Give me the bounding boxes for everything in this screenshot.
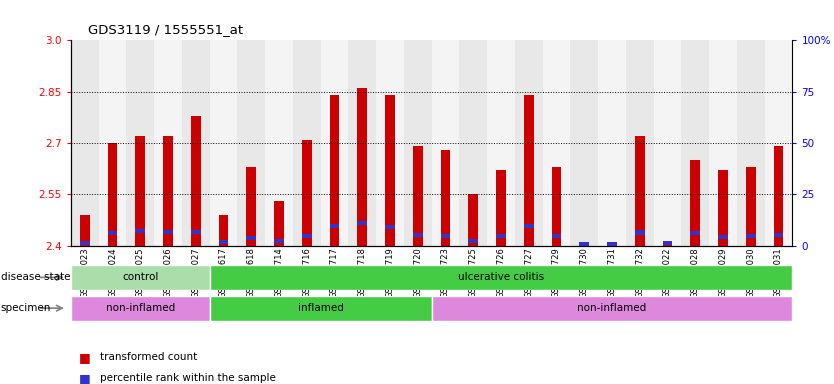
Text: inflamed: inflamed: [298, 303, 344, 313]
Bar: [191, 230, 201, 234]
Bar: [691, 232, 700, 235]
Bar: [376, 40, 404, 246]
Bar: [662, 241, 672, 245]
Bar: [163, 136, 173, 246]
Bar: [440, 233, 450, 238]
Bar: [219, 215, 229, 246]
Bar: [320, 40, 349, 246]
Bar: [736, 40, 765, 246]
Bar: [635, 136, 645, 246]
Bar: [496, 233, 505, 238]
Bar: [746, 167, 756, 246]
Bar: [182, 40, 209, 246]
Bar: [413, 233, 423, 237]
Bar: [80, 215, 89, 246]
Bar: [654, 40, 681, 246]
Bar: [135, 228, 145, 233]
Bar: [274, 239, 284, 243]
Bar: [460, 40, 487, 246]
Bar: [487, 40, 515, 246]
Bar: [413, 146, 423, 246]
Bar: [662, 242, 672, 246]
Bar: [154, 40, 182, 246]
Bar: [774, 146, 783, 246]
Bar: [524, 95, 534, 246]
Bar: [209, 40, 238, 246]
Bar: [432, 296, 792, 321]
Bar: [598, 40, 626, 246]
Bar: [404, 40, 432, 246]
Bar: [108, 230, 118, 235]
Bar: [71, 296, 209, 321]
Bar: [302, 140, 312, 246]
Bar: [274, 201, 284, 246]
Bar: [635, 230, 645, 235]
Bar: [135, 136, 145, 246]
Bar: [191, 116, 201, 246]
Bar: [127, 40, 154, 246]
Bar: [219, 240, 229, 244]
Bar: [265, 40, 293, 246]
Text: ■: ■: [79, 351, 91, 364]
Bar: [718, 170, 728, 246]
Bar: [440, 150, 450, 246]
Bar: [80, 241, 89, 245]
Bar: [385, 95, 394, 246]
Text: disease state: disease state: [1, 272, 70, 283]
Bar: [607, 242, 617, 246]
Bar: [209, 265, 792, 290]
Bar: [469, 194, 478, 246]
Text: specimen: specimen: [1, 303, 51, 313]
Text: control: control: [122, 272, 158, 283]
Bar: [349, 40, 376, 246]
Bar: [607, 242, 617, 246]
Bar: [358, 88, 367, 246]
Text: ulcerative colitis: ulcerative colitis: [458, 272, 544, 283]
Bar: [108, 143, 118, 246]
Bar: [293, 40, 320, 246]
Bar: [524, 223, 534, 228]
Text: non-inflamed: non-inflamed: [106, 303, 175, 313]
Bar: [71, 40, 98, 246]
Bar: [691, 160, 700, 246]
Bar: [709, 40, 736, 246]
Bar: [681, 40, 709, 246]
Text: percentile rank within the sample: percentile rank within the sample: [100, 373, 276, 383]
Bar: [774, 233, 783, 237]
Bar: [765, 40, 792, 246]
Bar: [570, 40, 598, 246]
Bar: [718, 235, 728, 240]
Bar: [163, 230, 173, 234]
Bar: [209, 296, 432, 321]
Text: transformed count: transformed count: [100, 352, 198, 362]
Bar: [329, 223, 339, 228]
Text: GDS3119 / 1555551_at: GDS3119 / 1555551_at: [88, 23, 243, 36]
Bar: [746, 234, 756, 238]
Text: ■: ■: [79, 372, 91, 384]
Bar: [329, 95, 339, 246]
Bar: [98, 40, 127, 246]
Bar: [238, 40, 265, 246]
Text: non-inflamed: non-inflamed: [577, 303, 646, 313]
Bar: [358, 221, 367, 225]
Bar: [302, 234, 312, 238]
Bar: [543, 40, 570, 246]
Bar: [496, 170, 505, 246]
Bar: [385, 225, 394, 230]
Bar: [246, 167, 256, 246]
Bar: [580, 242, 589, 246]
Bar: [515, 40, 543, 246]
Bar: [551, 234, 561, 238]
Bar: [71, 265, 209, 290]
Bar: [551, 167, 561, 246]
Bar: [246, 236, 256, 240]
Bar: [431, 40, 460, 246]
Bar: [626, 40, 654, 246]
Bar: [469, 238, 478, 243]
